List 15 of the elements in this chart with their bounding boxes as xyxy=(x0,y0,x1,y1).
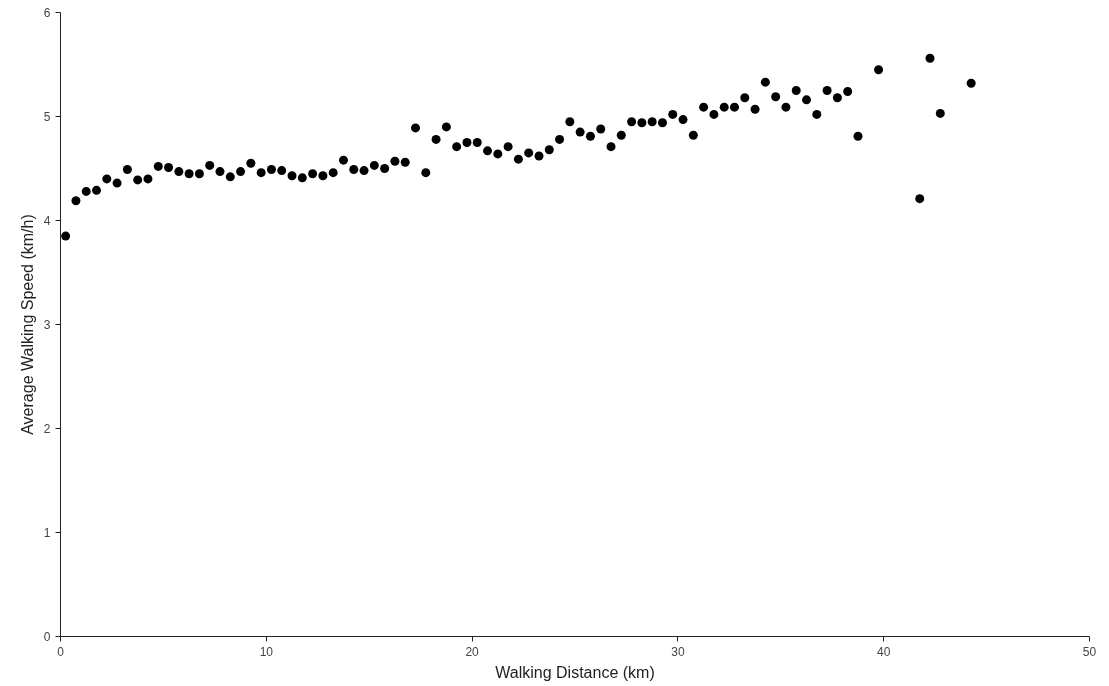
y-tick-label: 0 xyxy=(43,630,51,644)
y-tick-label: 5 xyxy=(43,110,51,124)
y-tick-label: 6 xyxy=(43,6,51,20)
y-tick-label: 4 xyxy=(43,214,51,228)
y-tick-label: 2 xyxy=(43,422,51,436)
y-tick-label: 3 xyxy=(43,318,51,332)
x-axis-title: Walking Distance (km) xyxy=(495,663,655,681)
x-tick-label: 20 xyxy=(465,644,480,659)
x-tick-label: 30 xyxy=(671,644,685,659)
x-tick-label: 10 xyxy=(259,644,274,659)
x-tick-label: 0 xyxy=(57,644,65,659)
x-tick-label: 50 xyxy=(1082,644,1097,659)
y-tick-label: 1 xyxy=(43,526,51,540)
x-tick-label: 40 xyxy=(877,644,891,659)
y-axis-title: Average Walking Speed (km/h) xyxy=(18,214,36,435)
